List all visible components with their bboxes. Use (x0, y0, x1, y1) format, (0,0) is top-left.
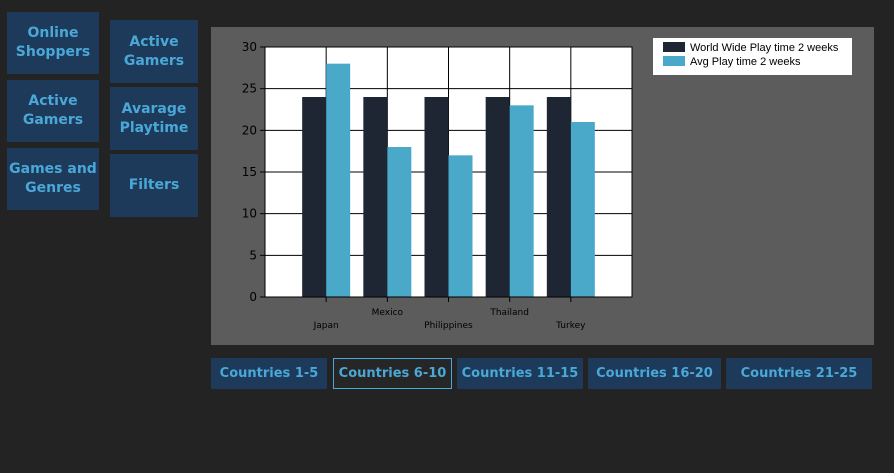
bar-worldwide-turkey (546, 97, 571, 297)
legend-swatch (663, 56, 685, 66)
x-tick-label: Japan (313, 321, 339, 331)
y-tick-label: 15 (242, 165, 257, 179)
sub-filters-label: Filters (128, 177, 180, 193)
chart-panel: 0 5 10 15 20 25 30 Japan Mexico Philippines Thaila… (211, 27, 874, 345)
countries-11-15-label: Countries 11-15 (461, 366, 579, 381)
legend-label: Avg Play time 2 weeks (690, 56, 801, 68)
bar-worldwide-thailand (485, 97, 510, 297)
countries-6-10-label: Countries 6-10 (338, 366, 447, 381)
sub-average-playtime-label: Avarage Playtime (119, 100, 189, 136)
nav-active-gamers-button[interactable]: Active Gamers (7, 80, 99, 142)
nav-online-shoppers-button[interactable]: Online Shoppers (7, 12, 99, 74)
x-tick-label: Turkey (555, 321, 586, 331)
sub-average-playtime-button[interactable]: Avarage Playtime (110, 87, 198, 150)
nav-games-genres-button[interactable]: Games and Genres (7, 148, 99, 210)
x-tick-label: Mexico (372, 308, 404, 318)
countries-1-5-button[interactable]: Countries 1-5 (211, 358, 327, 389)
bar-avg-turkey (570, 122, 595, 297)
bar-worldwide-japan (302, 97, 327, 297)
y-tick-label: 0 (249, 290, 257, 304)
y-tick-label: 20 (242, 123, 257, 137)
x-tick-label: Philippines (424, 321, 473, 331)
bar-worldwide-philippines (424, 97, 449, 297)
x-tick-label: Thailand (489, 308, 529, 318)
y-tick-label: 30 (242, 40, 257, 54)
legend-swatch (663, 42, 685, 52)
plot-border (264, 46, 633, 298)
nav-online-shoppers-label: Online Shoppers (15, 25, 91, 60)
legend-label: World Wide Play time 2 weeks (690, 42, 839, 54)
nav-active-gamers-label: Active Gamers (22, 93, 84, 128)
y-tick-label: 5 (249, 248, 257, 262)
countries-16-20-button[interactable]: Countries 16-20 (588, 358, 721, 389)
countries-16-20-label: Countries 16-20 (596, 366, 713, 381)
countries-11-15-button[interactable]: Countries 11-15 (457, 358, 583, 389)
legend (653, 38, 852, 75)
countries-6-10-button[interactable]: Countries 6-10 (333, 358, 452, 389)
bar-avg-japan (326, 63, 351, 297)
bar-avg-philippines (448, 155, 473, 297)
y-tick-label: 25 (242, 82, 257, 96)
countries-21-25-label: Countries 21-25 (740, 366, 858, 381)
countries-1-5-label: Countries 1-5 (219, 366, 319, 381)
sub-filters-button[interactable]: Filters (110, 154, 198, 217)
nav-games-genres-label: Games and Genres (9, 161, 97, 196)
y-tick-label: 10 (242, 207, 257, 221)
countries-21-25-button[interactable]: Countries 21-25 (726, 358, 872, 389)
sub-active-gamers-label: Active Gamers (123, 33, 185, 69)
bar-avg-mexico (387, 147, 412, 297)
bar-worldwide-mexico (363, 97, 388, 297)
sub-active-gamers-button[interactable]: Active Gamers (110, 20, 198, 83)
bar-chart: 0 5 10 15 20 25 30 Japan Mexico Philippines Thaila… (242, 38, 852, 331)
bar-avg-thailand (509, 105, 534, 297)
